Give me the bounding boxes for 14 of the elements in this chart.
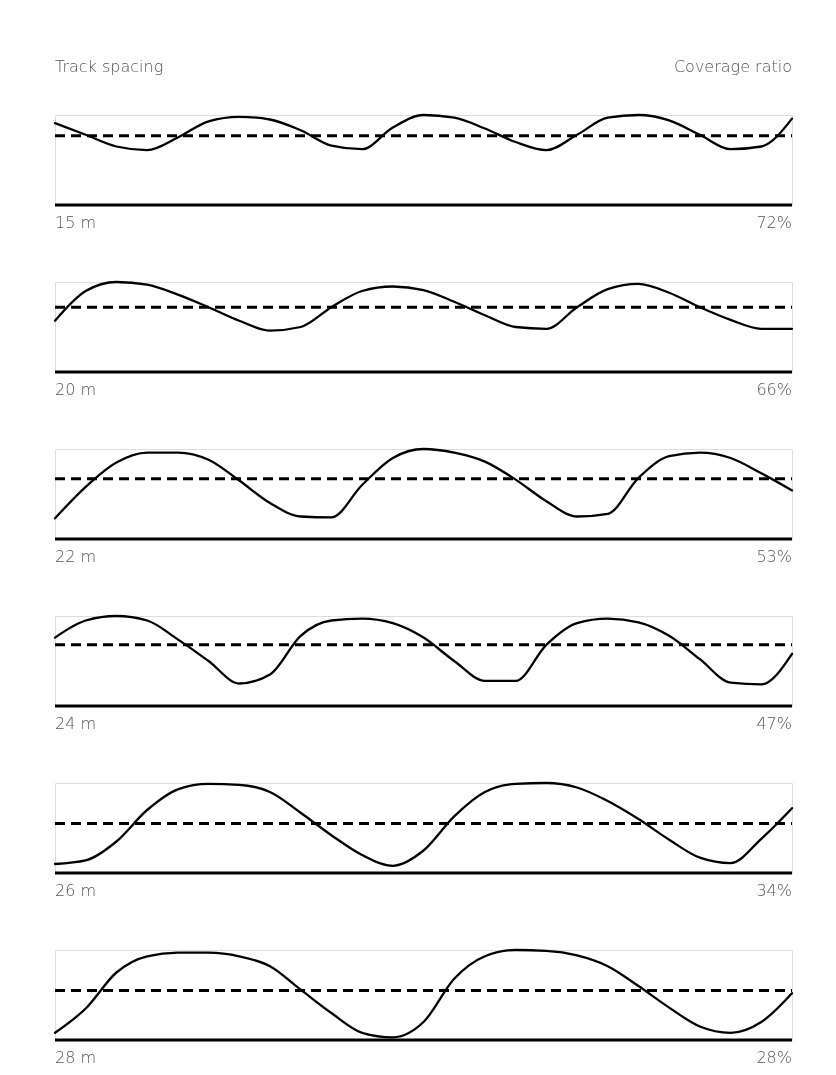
text: Coverage ratio [673,57,792,76]
text: 20 m [55,380,97,399]
text: 34% [756,881,792,900]
text: 47% [756,714,792,733]
text: 26 m [55,881,97,900]
text: 22 m [55,547,97,566]
text: 66% [756,380,792,399]
text: 24 m [55,714,97,733]
text: Track spacing [55,57,164,76]
text: 72% [756,213,792,232]
text: 53% [756,547,792,566]
text: 28 m [55,1048,97,1067]
text: 28% [756,1048,792,1067]
text: 15 m [55,213,97,232]
